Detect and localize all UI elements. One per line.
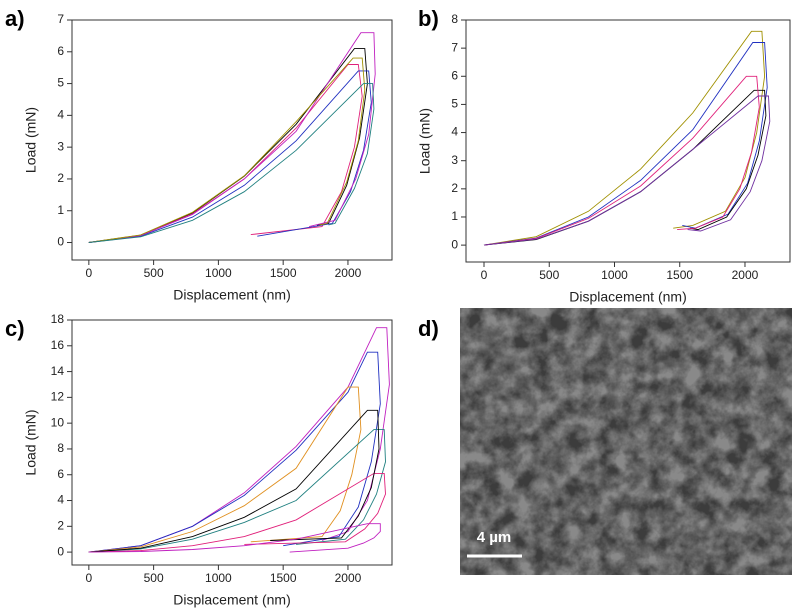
y-tick-label: 7 xyxy=(57,12,64,26)
curve xyxy=(88,70,372,243)
y-axis-label: Load (mN) xyxy=(23,409,39,475)
plot-frame xyxy=(71,319,393,566)
curve xyxy=(88,472,386,553)
y-tick-label: 18 xyxy=(51,312,65,326)
curve xyxy=(88,327,390,553)
y-tick-label: 2 xyxy=(57,171,64,185)
y-tick-label: 7 xyxy=(451,40,458,54)
y-tick-label: 0 xyxy=(57,235,64,249)
panel-label: d) xyxy=(418,316,439,341)
y-tick-label: 3 xyxy=(57,139,64,153)
y-tick-label: 6 xyxy=(451,68,458,82)
y-tick-label: 6 xyxy=(57,467,64,481)
y-tick-label: 3 xyxy=(451,153,458,167)
y-tick-label: 4 xyxy=(57,108,64,122)
x-tick-label: 1500 xyxy=(270,266,297,280)
x-tick-label: 2000 xyxy=(335,266,362,280)
curve xyxy=(88,386,362,553)
x-axis-label: Displacement (nm) xyxy=(569,289,686,305)
x-tick-label: 1000 xyxy=(601,268,628,282)
y-axis-label: Load (mN) xyxy=(23,107,39,173)
y-tick-label: 14 xyxy=(51,364,65,378)
panel-label: a) xyxy=(5,6,25,31)
curve xyxy=(88,57,366,243)
x-tick-label: 500 xyxy=(144,266,164,280)
curve xyxy=(483,30,766,246)
x-tick-label: 2000 xyxy=(732,268,759,282)
curve xyxy=(88,409,380,553)
x-tick-label: 1500 xyxy=(270,571,297,585)
x-tick-label: 0 xyxy=(85,571,92,585)
y-tick-label: 2 xyxy=(57,518,64,532)
x-tick-label: 1500 xyxy=(666,268,693,282)
plot-frame xyxy=(71,19,393,261)
curve xyxy=(88,32,376,243)
panel-label: b) xyxy=(418,6,439,31)
y-tick-label: 0 xyxy=(451,237,458,251)
y-tick-label: 16 xyxy=(51,338,65,352)
x-tick-label: 2000 xyxy=(335,571,362,585)
scale-bar-label: 4 µm xyxy=(477,529,512,546)
y-tick-label: 5 xyxy=(57,76,64,90)
y-tick-label: 10 xyxy=(51,415,65,429)
curve xyxy=(483,95,771,246)
y-tick-label: 12 xyxy=(51,390,65,404)
curve xyxy=(483,75,760,246)
curve xyxy=(88,48,368,243)
x-tick-label: 0 xyxy=(481,268,488,282)
y-tick-label: 8 xyxy=(451,12,458,26)
x-tick-label: 1000 xyxy=(205,571,232,585)
x-tick-label: 500 xyxy=(144,571,164,585)
sem-image: 4 µm xyxy=(460,308,792,575)
curve xyxy=(483,89,767,246)
curve xyxy=(88,64,363,243)
x-tick-label: 1000 xyxy=(205,266,232,280)
curve xyxy=(88,429,386,553)
y-tick-label: 1 xyxy=(57,203,64,217)
curve xyxy=(88,523,381,553)
y-tick-label: 5 xyxy=(451,97,458,111)
y-tick-label: 4 xyxy=(57,493,64,507)
y-tick-label: 0 xyxy=(57,544,64,558)
plot-frame xyxy=(465,19,791,263)
x-tick-label: 0 xyxy=(85,266,92,280)
y-axis-label: Load (mN) xyxy=(417,108,433,174)
y-tick-label: 6 xyxy=(57,44,64,58)
x-axis-label: Displacement (nm) xyxy=(173,592,290,608)
y-tick-label: 8 xyxy=(57,441,64,455)
y-tick-label: 2 xyxy=(451,181,458,195)
curve xyxy=(88,351,381,553)
x-tick-label: 500 xyxy=(539,268,559,282)
curve xyxy=(483,42,768,246)
panel-label: c) xyxy=(5,316,25,341)
sem-texture xyxy=(460,308,792,575)
y-tick-label: 1 xyxy=(451,209,458,223)
y-tick-label: 4 xyxy=(451,125,458,139)
curve xyxy=(88,83,375,243)
x-axis-label: Displacement (nm) xyxy=(173,287,290,303)
